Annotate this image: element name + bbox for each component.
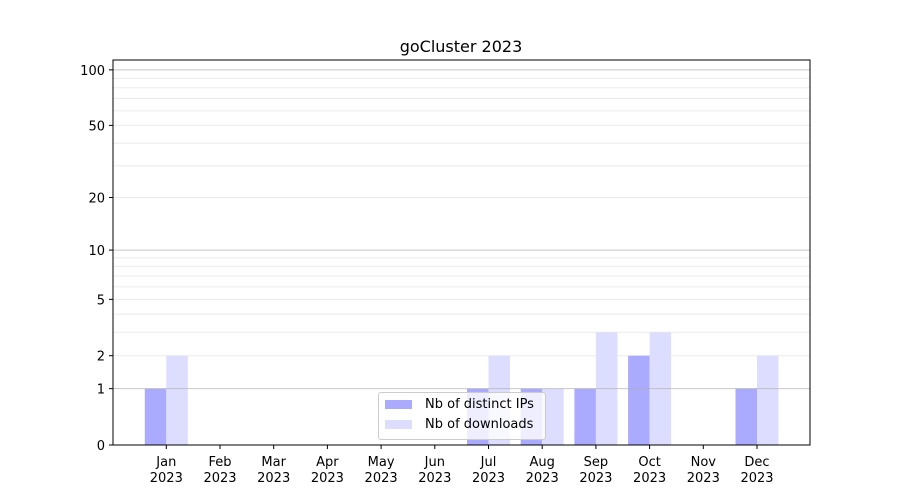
legend-label-ips: Nb of distinct IPs bbox=[425, 397, 534, 412]
y-axis: 0 1 2 5 10 20 50 100 bbox=[80, 64, 113, 454]
x-tick-label: Jul 2023 bbox=[472, 455, 505, 486]
bar-downloads bbox=[166, 355, 188, 445]
x-tick-label: May 2023 bbox=[365, 455, 398, 486]
legend: Nb of distinct IPs Nb of downloads bbox=[378, 392, 546, 440]
x-tick-label: Nov 2023 bbox=[687, 455, 720, 486]
bar-distinct-ips bbox=[574, 388, 596, 445]
legend-swatch-downloads bbox=[385, 420, 412, 429]
plot-frame bbox=[112, 59, 811, 446]
chart-title: goCluster 2023 bbox=[400, 37, 523, 56]
y-tick-label: 1 bbox=[97, 383, 105, 398]
x-tick-label: Sep 2023 bbox=[579, 455, 612, 486]
x-tick-label: Jun 2023 bbox=[418, 455, 451, 486]
grid bbox=[113, 77, 810, 357]
y-tick-label: 5 bbox=[97, 293, 105, 308]
x-tick-label: Aug 2023 bbox=[526, 455, 559, 486]
y-tick-label: 10 bbox=[88, 244, 105, 259]
legend-item-ips: Nb of distinct IPs bbox=[385, 397, 534, 412]
bar-distinct-ips bbox=[144, 388, 167, 445]
grid-major bbox=[113, 69, 810, 390]
legend-label-downloads: Nb of downloads bbox=[425, 417, 534, 432]
x-tick-label: Mar 2023 bbox=[257, 455, 290, 486]
x-tick-label: Jan 2023 bbox=[150, 455, 183, 486]
bar-downloads bbox=[542, 388, 564, 445]
bar-downloads bbox=[757, 355, 779, 445]
legend-swatch-ips bbox=[385, 400, 412, 409]
x-tick-label: Feb 2023 bbox=[203, 455, 236, 486]
x-tick-label: Oct 2023 bbox=[633, 455, 666, 486]
y-tick-label: 0 bbox=[97, 439, 105, 454]
y-tick-label: 2 bbox=[97, 350, 105, 365]
x-tick-label: Dec 2023 bbox=[740, 455, 773, 486]
y-tick-label: 20 bbox=[88, 192, 105, 207]
x-axis: Jan 2023 Feb 2023 Mar 2023 Apr 2023 May 2023 Jun 20… bbox=[150, 445, 774, 486]
x-tick-label: Apr 2023 bbox=[311, 455, 344, 486]
legend-item-downloads: Nb of downloads bbox=[385, 417, 533, 432]
bar-distinct-ips bbox=[628, 355, 650, 445]
bar-distinct-ips bbox=[735, 388, 757, 445]
y-tick-label: 100 bbox=[80, 64, 105, 79]
y-tick-label: 50 bbox=[88, 119, 105, 134]
